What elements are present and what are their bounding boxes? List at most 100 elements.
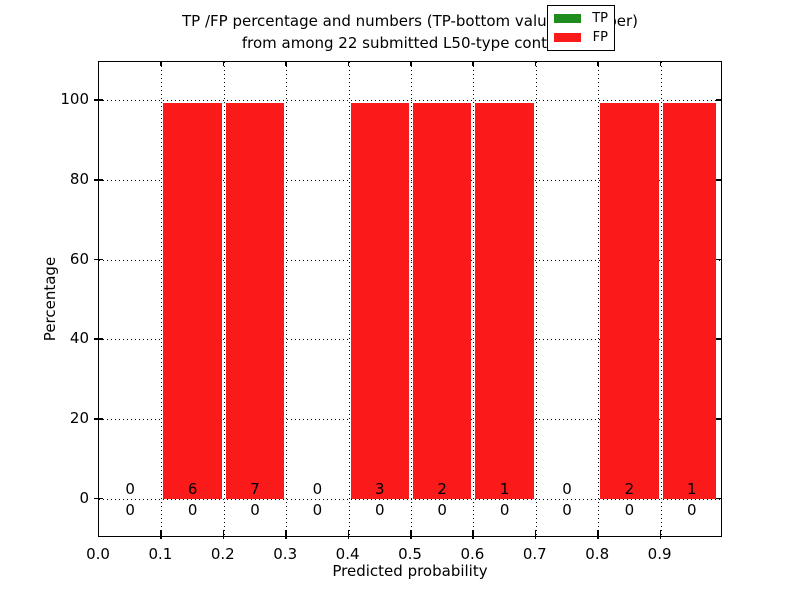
x-tick-label: 0.3 [273, 545, 298, 563]
x-tick-top [347, 61, 350, 66]
tp-count-label: 0 [687, 500, 697, 519]
fp-bar [225, 102, 285, 499]
y-tick-right [716, 99, 721, 101]
x-tick-bottom [659, 530, 662, 539]
x-tick-bottom [347, 530, 350, 539]
tp-count-label: 0 [187, 500, 198, 519]
y-gridline [99, 100, 721, 102]
fp-count-label: 6 [187, 479, 198, 498]
fp-count-label: 1 [687, 479, 697, 498]
x-tick-top [410, 61, 412, 66]
x-tick-top [472, 61, 474, 66]
y-tick-label: 100 [60, 90, 89, 109]
y-tick-left [94, 258, 103, 261]
fp-count-label: 3 [375, 479, 385, 498]
x-gridline [348, 62, 350, 536]
tp-count-label: 0 [250, 500, 260, 519]
x-tick-label: 0.0 [86, 545, 110, 563]
fp-bar [600, 102, 659, 499]
x-axis-label: Predicted probability [332, 562, 488, 580]
x-gridline [223, 62, 225, 536]
tp-count-label: 0 [499, 500, 510, 519]
y-tick-label: 60 [69, 249, 89, 268]
y-tick-left [94, 99, 103, 101]
fp-bar [475, 102, 534, 499]
fp-swatch-icon [554, 32, 581, 42]
x-tick-label: 0.2 [210, 545, 235, 563]
legend-label-fp: FP [592, 29, 608, 45]
plot-area: 0 0 6 0 7 0 0 0 3 0 2 0 1 0 0 0 2 0 1 0 [98, 61, 722, 537]
x-tick-label: 0.9 [647, 545, 672, 563]
x-gridline [286, 62, 288, 536]
legend-entry-tp: TP [554, 11, 608, 26]
y-tick-label: 80 [69, 170, 89, 188]
y-tick-right [716, 179, 721, 181]
tp-count-label: 0 [312, 500, 323, 519]
fp-count-label: 0 [125, 479, 135, 498]
y-tick-right [716, 497, 721, 500]
y-tick-left [94, 418, 103, 420]
y-gridline [99, 259, 721, 261]
fp-count-label: 2 [624, 479, 635, 498]
x-gridline [535, 62, 537, 536]
x-tick-bottom [597, 530, 599, 539]
chart-title-line2: from among 22 submitted L50-type contact… [241, 34, 579, 52]
x-tick-label: 0.5 [398, 545, 422, 563]
y-gridline [99, 419, 721, 421]
fp-count-label: 7 [250, 479, 260, 498]
y-tick-label: 40 [69, 329, 89, 348]
y-tick-left [94, 179, 103, 181]
x-gridline [473, 62, 475, 536]
y-gridline [99, 180, 721, 181]
y-gridline [99, 498, 721, 500]
chart-title-line1: TP /FP percentage and numbers (TP-bottom… [182, 12, 638, 30]
x-tick-label: 0.1 [148, 545, 173, 563]
x-tick-bottom [160, 530, 162, 539]
tp-count-label: 0 [375, 500, 385, 519]
y-tick-right [716, 418, 721, 420]
y-tick-right [716, 258, 721, 261]
x-gridline [660, 62, 662, 536]
y-tick-label: 20 [69, 409, 89, 428]
tp-count-label: 0 [437, 500, 447, 519]
x-tick-top [285, 61, 287, 66]
x-tick-top [534, 61, 537, 66]
x-tick-label: 0.7 [522, 545, 547, 563]
legend: TP FP [547, 5, 615, 51]
x-tick-top [659, 61, 662, 66]
x-tick-label: 0.4 [335, 545, 360, 563]
fp-count-label: 0 [562, 479, 572, 498]
fp-count-label: 2 [437, 479, 447, 498]
x-gridline [161, 62, 163, 536]
x-tick-bottom [222, 530, 225, 539]
tp-count-label: 0 [562, 500, 572, 519]
x-tick-bottom [285, 530, 287, 539]
fp-bar [163, 102, 222, 499]
x-tick-bottom [410, 530, 412, 539]
legend-entry-fp: FP [554, 30, 608, 45]
fp-bar [413, 102, 472, 499]
y-tick-left [94, 338, 103, 340]
chart-title: TP /FP percentage and numbers (TP-bottom… [98, 10, 722, 54]
x-tick-top [160, 61, 162, 66]
fp-bar [662, 102, 716, 499]
x-tick-label: 0.8 [585, 545, 610, 563]
x-tick-label: 0.6 [460, 545, 485, 563]
fp-count-label: 1 [499, 479, 510, 498]
tp-count-label: 0 [624, 500, 635, 519]
x-gridline [411, 62, 412, 536]
fp-count-label: 0 [312, 479, 323, 498]
tp-count-label: 0 [125, 500, 135, 519]
y-tick-label: 0 [79, 488, 89, 507]
x-gridline [598, 62, 600, 536]
y-tick-left [94, 497, 103, 500]
y-gridline [99, 339, 721, 341]
legend-label-tp: TP [592, 11, 608, 27]
y-tick-right [716, 338, 721, 340]
tp-swatch-icon [554, 14, 581, 24]
fp-bar [350, 102, 409, 499]
x-tick-top [597, 61, 599, 66]
x-tick-bottom [472, 530, 474, 539]
x-tick-bottom [534, 530, 537, 539]
